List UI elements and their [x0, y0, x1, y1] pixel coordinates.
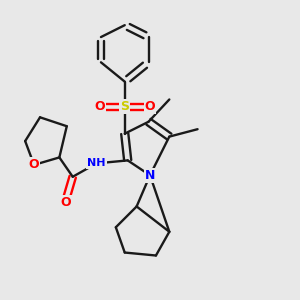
- Text: O: O: [94, 100, 105, 113]
- Text: O: O: [145, 100, 155, 113]
- Text: O: O: [60, 196, 70, 208]
- Text: N: N: [145, 169, 155, 182]
- Text: NH: NH: [87, 158, 106, 168]
- Text: S: S: [120, 100, 129, 113]
- Text: O: O: [29, 158, 39, 171]
